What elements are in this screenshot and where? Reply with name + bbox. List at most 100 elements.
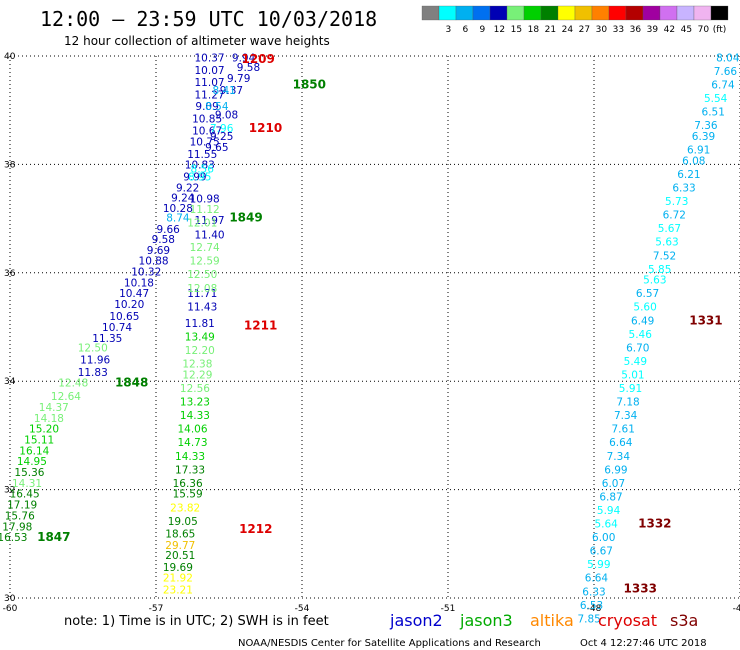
track-id-label: 1210 <box>249 121 282 135</box>
wave-height-value: 5.60 <box>633 302 656 314</box>
legend-s3a: s3a <box>670 611 698 630</box>
wave-height-value: 11.43 <box>187 302 217 314</box>
wave-height-value: 9.22 <box>176 183 199 195</box>
track-id-label: 1847 <box>37 530 70 544</box>
wave-height-value: 6.00 <box>592 532 615 544</box>
wave-height-value: 19.05 <box>168 516 198 528</box>
wave-height-value: 6.91 <box>687 145 710 157</box>
wave-height-value: 12.74 <box>190 242 220 254</box>
track-id-label: 1332 <box>638 517 671 531</box>
wave-height-value: 10.47 <box>119 288 149 300</box>
y-tick-label: 30 <box>4 594 16 604</box>
colorbar: 3 6 9 12 15 18 21 24 27 30 33 36 39 42 45 70 (ft) <box>421 5 729 35</box>
wave-height-value: 9.08 <box>215 109 238 121</box>
x-tick-label: -54 <box>295 604 310 614</box>
wave-height-value: 9.24 <box>171 192 195 204</box>
wave-height-value: 13.23 <box>180 397 210 409</box>
wave-height-value: 12.48 <box>58 378 88 390</box>
wave-height-value: 12.20 <box>185 345 215 357</box>
wave-height-value: 8.74 <box>166 212 190 224</box>
wave-height-value: 19.69 <box>163 562 193 574</box>
wave-height-value: 5.54 <box>704 93 728 105</box>
y-tick-label: 36 <box>4 269 16 279</box>
legend-jason3: jason3 <box>459 611 513 630</box>
y-tick-label: 32 <box>4 486 15 496</box>
wave-height-value: 5.94 <box>597 505 621 517</box>
wave-height-value: 7.18 <box>616 397 639 409</box>
wave-height-value: 9.94 <box>232 52 256 64</box>
y-tick-label: 38 <box>4 160 16 170</box>
wave-height-value: 9.69 <box>147 245 170 257</box>
wave-height-value: 14.73 <box>177 437 207 449</box>
wave-height-value: 6.07 <box>602 478 625 490</box>
wave-height-value: 11.40 <box>195 230 225 242</box>
wave-height-value: 5.64 <box>594 519 618 531</box>
wave-height-value: 6.53 <box>580 600 603 612</box>
chart-title: 12:00 – 23:59 UTC 10/03/2018 <box>40 7 377 31</box>
wave-height-value: 6.64 <box>609 437 633 449</box>
wave-height-value: 13.49 <box>185 332 215 344</box>
wave-height-value: 7.85 <box>577 613 600 625</box>
wave-height-value: 8.56 <box>191 164 215 176</box>
wave-height-value: 5.63 <box>655 237 678 249</box>
colorbar-label: 39 <box>647 25 659 35</box>
track-id-label: 1331 <box>689 313 722 327</box>
wave-height-value: 11.12 <box>190 204 220 216</box>
wave-height-value: 16.45 <box>10 489 40 501</box>
colorbar-label: 21 <box>545 25 556 35</box>
wave-height-value: 15.36 <box>14 467 44 479</box>
colorbar-label: 30 <box>596 25 608 35</box>
wave-height-value: 6.33 <box>582 586 605 598</box>
wave-height-value: 8.04 <box>716 52 740 64</box>
wave-height-value: 11.97 <box>195 215 225 227</box>
colorbar-label: 42 <box>664 25 675 35</box>
wave-height-value: 5.73 <box>665 196 688 208</box>
y-tick-label: 34 <box>4 377 16 387</box>
wave-height-value: 10.83 <box>185 160 215 172</box>
wave-height-value: 10.75 <box>190 136 220 148</box>
wave-height-value: 6.70 <box>626 342 649 354</box>
wave-height-value: 12.50 <box>187 269 217 281</box>
colorbar-swatch <box>438 5 457 21</box>
wave-height-value: 7.34 <box>614 410 638 422</box>
legend-cryosat: cryosat <box>598 611 657 630</box>
colorbar-label: 18 <box>528 25 540 35</box>
wave-height-value: 14.31 <box>12 478 42 490</box>
wave-height-value: 6.99 <box>604 464 627 476</box>
wave-height-value: 10.65 <box>109 311 139 323</box>
satellite-legend: jason2 jason3 altika cryosat s3a <box>389 611 698 630</box>
wave-height-value: 15.11 <box>24 435 54 447</box>
wave-height-value: 10.32 <box>131 267 161 279</box>
wave-height-value: 9.99 <box>183 172 206 184</box>
colorbar-label: 70 <box>698 25 710 35</box>
wave-height-value: 9.79 <box>227 73 250 85</box>
grid-lines <box>9 55 740 599</box>
colorbar-label: 3 <box>445 25 451 35</box>
x-tick-label: -48 <box>587 604 602 614</box>
track-id-label: 1209 <box>241 52 274 66</box>
wave-height-value: 11.83 <box>78 367 108 379</box>
wave-height-value: 11.27 <box>195 89 225 101</box>
wave-height-value: 5.63 <box>643 275 666 287</box>
y-tick-label: 40 <box>4 52 16 62</box>
wave-height-value: 23.21 <box>163 585 193 597</box>
wave-height-value: 5.85 <box>648 264 671 276</box>
wave-height-value: 21.92 <box>163 573 193 585</box>
wave-height-value: 6.74 <box>711 80 735 92</box>
colorbar-swatch <box>642 5 661 21</box>
wave-height-value: 11.07 <box>195 77 225 89</box>
wave-height-value: 12.64 <box>51 391 81 403</box>
wave-height-value: 11.35 <box>92 333 122 345</box>
wave-height-value: 17.98 <box>2 521 32 533</box>
wave-height-value: 6.64 <box>585 573 609 585</box>
wave-height-value: 6.67 <box>590 546 613 558</box>
wave-height-value: 6.39 <box>692 131 715 143</box>
colorbar-swatch <box>523 5 542 21</box>
wave-height-value: 5.46 <box>629 329 653 341</box>
colorbar-swatch <box>574 5 593 21</box>
colorbar-label: 36 <box>630 25 642 35</box>
colorbar-swatch <box>472 5 491 21</box>
wave-height-value: 8.41 <box>212 85 235 97</box>
x-tick-label: -60 <box>3 604 18 614</box>
